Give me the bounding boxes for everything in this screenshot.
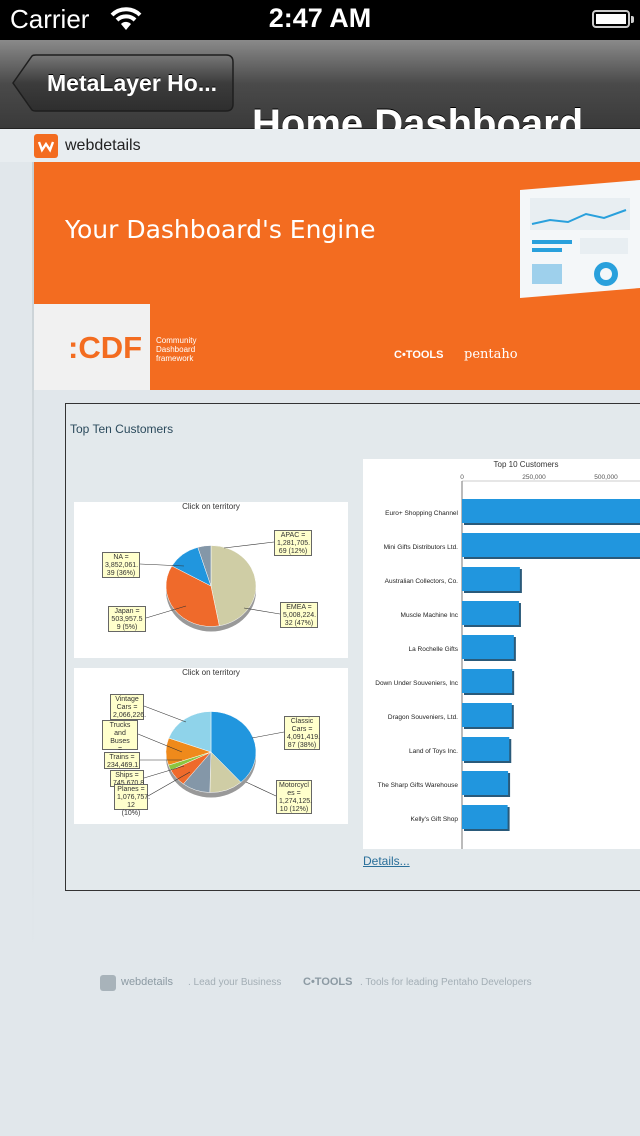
leader-line bbox=[251, 731, 285, 739]
pie-title: Click on territory bbox=[182, 502, 240, 511]
pie-slice-emea[interactable] bbox=[210, 545, 257, 627]
callout-classic: Classic Cars = 4,091,419. 87 (38%) bbox=[284, 716, 320, 750]
productline-pie-chart[interactable]: Click on territory Vintage Cars = 2,066,… bbox=[74, 668, 348, 824]
back-button-shape bbox=[12, 54, 234, 112]
footer-brand[interactable]: webdetails bbox=[121, 976, 173, 988]
footer-ctools[interactable]: C•TOOLS bbox=[303, 976, 353, 988]
pie-slice-vintage-cars[interactable] bbox=[168, 711, 212, 753]
category-label: Dragon Souveniers, Ltd. bbox=[388, 714, 458, 721]
callout-motorcycles: Motorcycl es = 1,274,125. 10 (12%) bbox=[276, 780, 312, 814]
productline-pie-svg[interactable] bbox=[74, 668, 348, 824]
leader-line bbox=[147, 771, 191, 797]
divider bbox=[32, 162, 34, 952]
bar-6[interactable] bbox=[462, 669, 513, 693]
category-label: Muscle Machine Inc bbox=[401, 612, 459, 619]
bar-8[interactable] bbox=[462, 737, 510, 761]
pentaho-logo: pentaho bbox=[464, 347, 518, 362]
leader-line bbox=[145, 605, 187, 619]
bar-9[interactable] bbox=[462, 771, 509, 795]
callout-emea: EMEA = 5,008,224. 32 (47%) bbox=[280, 602, 318, 628]
wifi-icon bbox=[110, 7, 142, 30]
webdetails-footer-icon bbox=[100, 975, 116, 991]
callout-apac: APAC = 1,281,705. 69 (12%) bbox=[274, 530, 312, 556]
category-label: Down Under Souveniers, Inc bbox=[375, 680, 458, 687]
bar-7[interactable] bbox=[462, 703, 512, 727]
cdf-logo-shape bbox=[34, 304, 150, 390]
bar-chart-title: Top 10 Customers bbox=[494, 460, 559, 469]
category-label: Mini Gifts Distributors Ltd. bbox=[384, 544, 459, 551]
callout-japan: Japan = 503,957.5 9 (5%) bbox=[108, 606, 146, 632]
category-label: Australian Collectors, Co. bbox=[385, 578, 459, 585]
footer-tagline: . Lead your Business bbox=[188, 977, 282, 988]
dashboard-preview-image bbox=[520, 180, 640, 298]
top10-bar-svg[interactable]: Top 10 Customers0250,000500,000750,0Euro… bbox=[363, 459, 640, 849]
brand-strip: webdetails bbox=[0, 129, 640, 162]
territory-pie-svg[interactable] bbox=[74, 502, 348, 658]
x-tick-label: 0 bbox=[460, 474, 464, 481]
web-view[interactable]: webdetails Your Dashboard's Engine :CDF … bbox=[0, 129, 640, 1136]
callout-trucks: Trucks and Buses = 1,154,280. bbox=[102, 720, 138, 761]
cdf-logo-text: :CDF bbox=[68, 330, 143, 365]
back-button-label: MetaLayer Ho... bbox=[47, 70, 217, 96]
bar-4[interactable] bbox=[462, 601, 519, 625]
details-link[interactable]: Details... bbox=[363, 854, 410, 868]
cdf-logo bbox=[34, 304, 150, 390]
callout-planes: Planes = 1,076,757. 12 (10%) bbox=[114, 784, 150, 817]
leader-line bbox=[243, 607, 281, 615]
banner-title: Your Dashboard's Engine bbox=[65, 215, 376, 244]
status-bar: Carrier 2:47 AM bbox=[0, 0, 640, 40]
bar-2[interactable] bbox=[462, 533, 640, 557]
leader-line bbox=[143, 705, 187, 723]
battery-icon bbox=[592, 10, 634, 28]
clock: 2:47 AM bbox=[268, 3, 372, 33]
category-label: La Rochelle Gifts bbox=[409, 646, 459, 653]
leader-line bbox=[137, 733, 183, 753]
footer-ctools-tagline: . Tools for leading Pentaho Developers bbox=[360, 977, 532, 988]
callout-vintage: Vintage Cars = 2,066,226. bbox=[110, 694, 146, 720]
callout-na: NA = 3,852,061. 39 (36%) bbox=[102, 552, 140, 578]
category-label: Land of Toys Inc. bbox=[409, 748, 458, 755]
leader-line bbox=[139, 563, 185, 567]
x-tick-label: 250,000 bbox=[522, 474, 546, 481]
callout-trains: Trains = 234,469.1 bbox=[104, 752, 140, 769]
territory-pie-chart[interactable]: Click on territory APAC = 1,281,705. 69 … bbox=[74, 502, 348, 658]
pie-title: Click on territory bbox=[182, 668, 240, 677]
top10-bar-chart[interactable]: Top 10 Customers0250,000500,000750,0Euro… bbox=[363, 459, 640, 849]
bar-3[interactable] bbox=[462, 567, 520, 591]
top-customers-panel: Top Ten Customers Click on territory APA… bbox=[65, 403, 640, 891]
back-button[interactable]: MetaLayer Ho... bbox=[12, 54, 234, 112]
category-label: The Sharp Gifts Warehouse bbox=[378, 782, 459, 789]
bar-10[interactable] bbox=[462, 805, 508, 829]
category-label: Kelly's Gift Shop bbox=[411, 816, 459, 823]
bar-5[interactable] bbox=[462, 635, 514, 659]
hero-banner: Your Dashboard's Engine :CDF Community D… bbox=[34, 162, 640, 390]
webdetails-logo-icon bbox=[34, 134, 58, 158]
ctools-logo: C•TOOLS bbox=[394, 349, 444, 361]
leader-line bbox=[143, 765, 185, 779]
carrier-label: Carrier bbox=[10, 4, 90, 34]
leader-line bbox=[245, 781, 277, 797]
cdf-subtitle: Community Dashboard framework bbox=[156, 336, 197, 363]
x-tick-label: 500,000 bbox=[594, 474, 618, 481]
brand-name: webdetails bbox=[65, 137, 141, 154]
bar-1[interactable] bbox=[462, 499, 640, 523]
leader-line bbox=[223, 541, 275, 549]
footer: webdetails . Lead your Business C•TOOLS … bbox=[0, 969, 640, 999]
navigation-bar: MetaLayer Ho... Home Dashboard... bbox=[0, 40, 640, 146]
panel-title: Top Ten Customers bbox=[70, 422, 174, 436]
pie-slice-japan[interactable] bbox=[197, 545, 212, 587]
category-label: Euro+ Shopping Channel bbox=[385, 510, 458, 517]
